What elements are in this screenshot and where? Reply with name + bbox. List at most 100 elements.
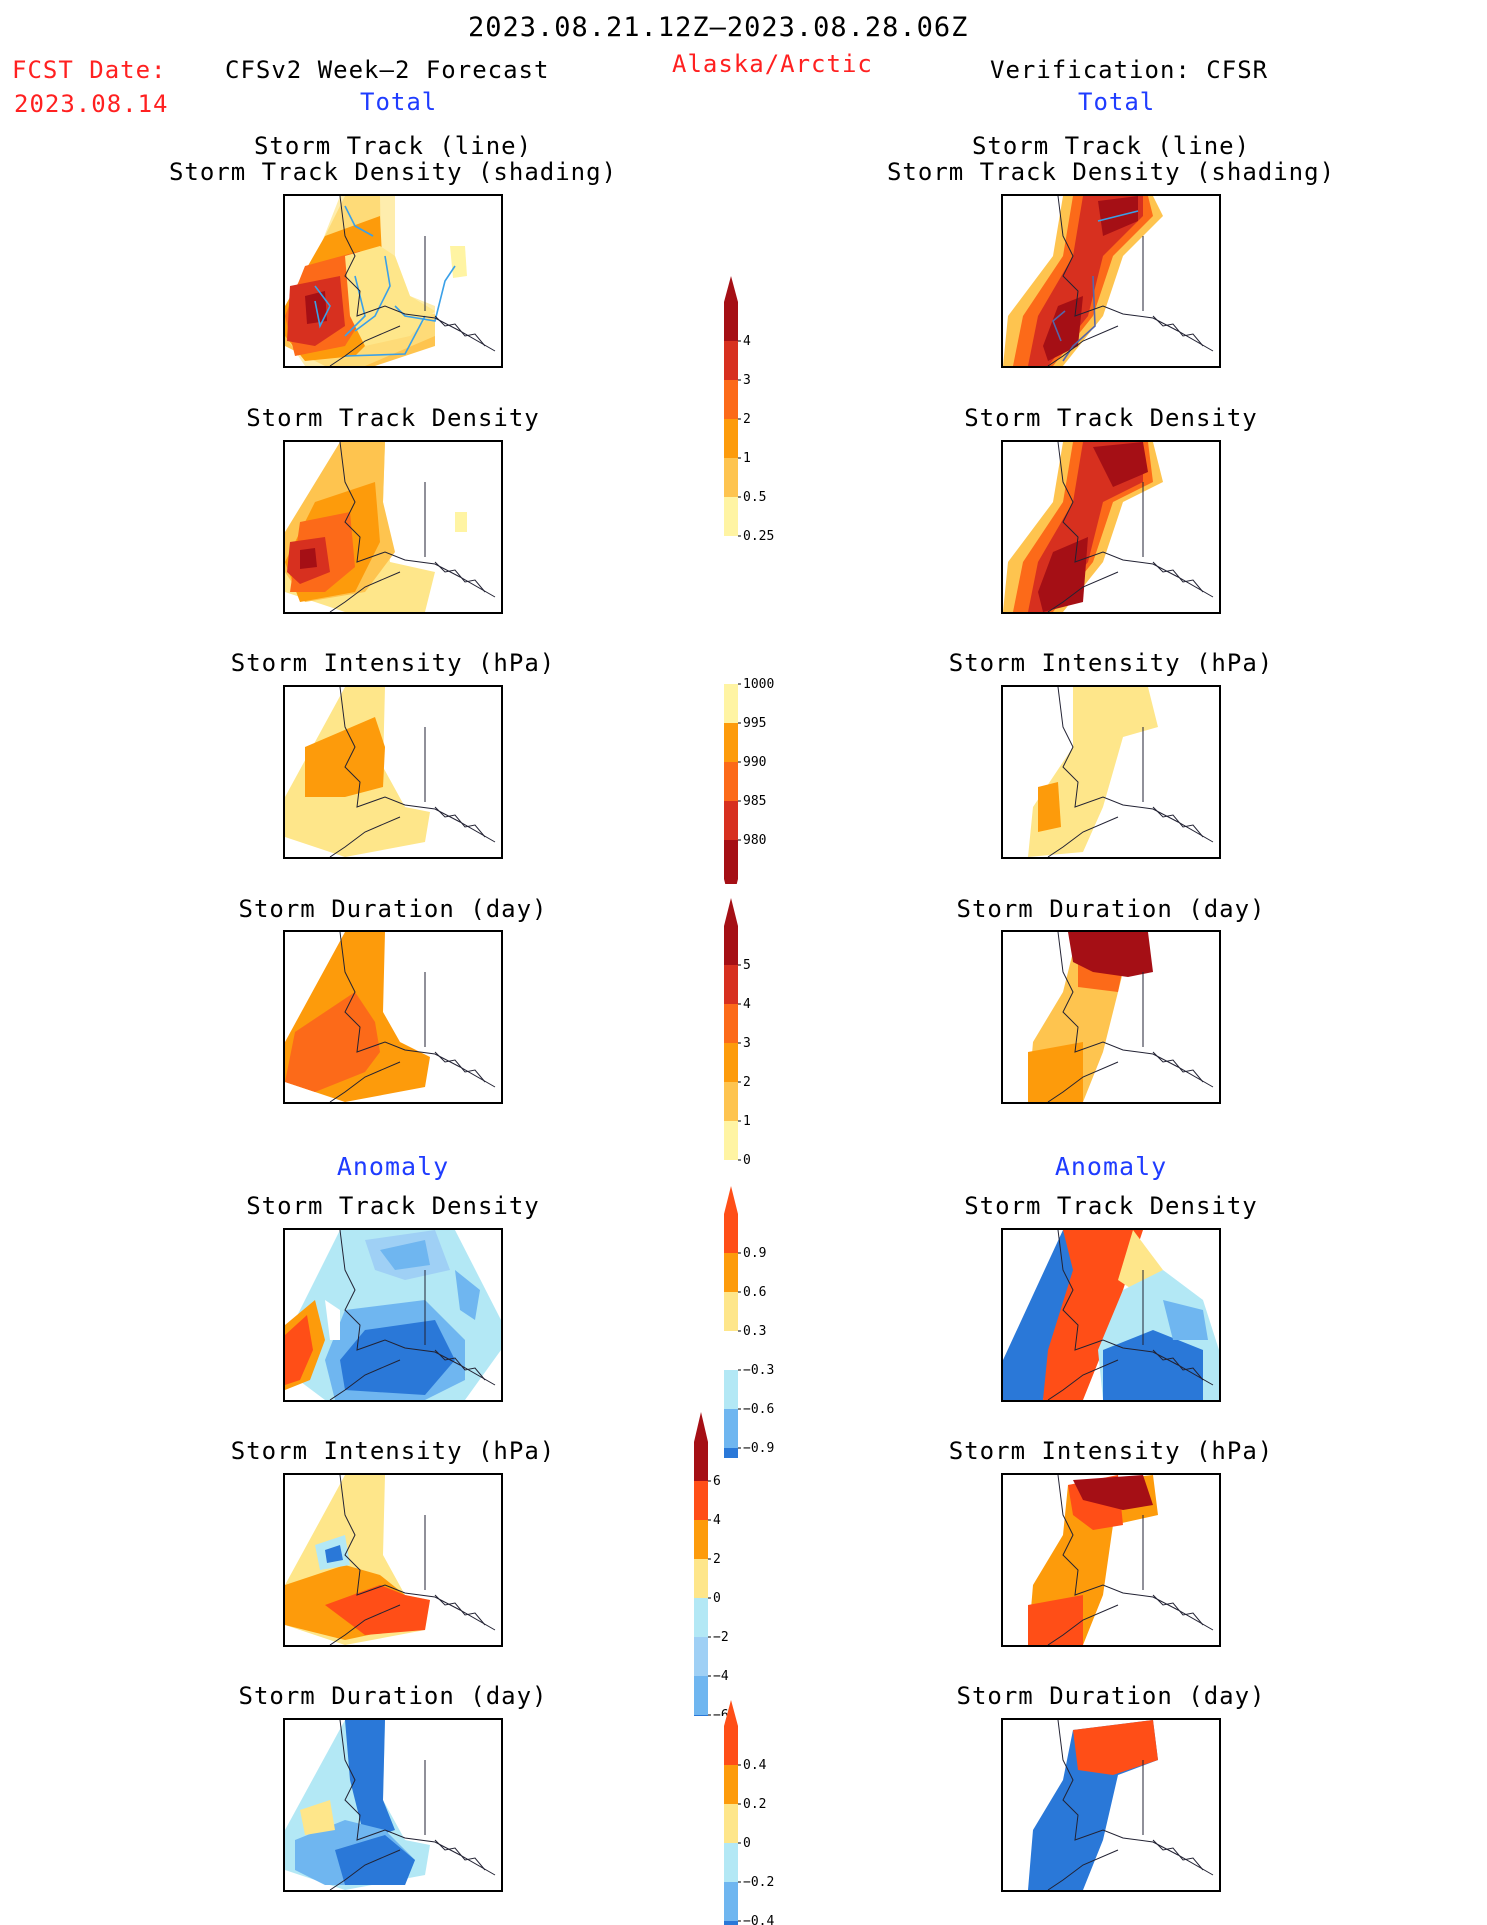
left-anom-duration-title: Storm Duration (day) xyxy=(238,1682,548,1710)
map-left-anom-intensity xyxy=(283,1473,503,1647)
colorbar-tick-label: −4 xyxy=(713,1669,729,1684)
map-right-anom-density xyxy=(1001,1228,1221,1402)
colorbar-tick-label: 0 xyxy=(713,1591,721,1606)
colorbar-bottom-arrow xyxy=(724,879,738,884)
colorbar-top-arrow xyxy=(694,1412,708,1442)
colorbar-segment xyxy=(694,1559,708,1598)
colorbar-segment xyxy=(724,1448,738,1458)
colorbar-intensity: 1000 995 990 985 980 xyxy=(724,656,774,884)
colorbar-tick-label: 4 xyxy=(743,334,751,349)
colorbar-tick-label: 995 xyxy=(743,716,766,731)
colorbar-segment xyxy=(694,1676,708,1715)
colorbar-bottom-arrow xyxy=(724,1160,738,1170)
colorbar-bottom-arrow xyxy=(724,536,738,548)
right-intensity-title: Storm Intensity (hPa) xyxy=(948,649,1274,677)
colorbar-segment xyxy=(694,1520,708,1559)
colorbar-segment xyxy=(724,840,738,879)
colorbar-tick-label: 2 xyxy=(743,412,751,427)
date-range-title: 2023.08.21.12Z–2023.08.28.06Z xyxy=(468,12,969,43)
colorbar-segment xyxy=(724,341,738,380)
map-right-track xyxy=(1001,194,1221,368)
colorbar-segment xyxy=(724,1843,738,1882)
colorbar-anom-density: 0.9 0.6 0.3 −0.3 −0.6 −0.9 xyxy=(724,1186,774,1458)
colorbar-segment xyxy=(724,1804,738,1843)
fcst-date-value: 2023.08.14 xyxy=(14,90,169,118)
colorbar-tick-label: 2 xyxy=(743,1075,751,1090)
map-left-duration xyxy=(283,930,503,1104)
colorbar-segment xyxy=(724,1765,738,1804)
map-right-density xyxy=(1001,440,1221,614)
colorbar-segment xyxy=(724,684,738,723)
map-left-density xyxy=(283,440,503,614)
right-duration-title: Storm Duration (day) xyxy=(956,895,1266,923)
left-track-title: Storm Track (line) Storm Track Density (… xyxy=(133,133,653,185)
colorbar-tick-label: 5 xyxy=(743,958,751,973)
colorbar-top-arrow xyxy=(724,898,738,926)
colorbar-tick-label: 990 xyxy=(743,755,766,770)
left-anom-density-title: Storm Track Density xyxy=(246,1192,540,1220)
colorbar-segment xyxy=(724,1121,738,1160)
right-track-title: Storm Track (line) Storm Track Density (… xyxy=(851,133,1371,185)
colorbar-segment xyxy=(724,1043,738,1082)
map-left-anom-density xyxy=(283,1228,503,1402)
colorbar-top-arrow xyxy=(724,1186,738,1214)
colorbar-tick-label: 3 xyxy=(743,1036,751,1051)
colorbar-segment xyxy=(724,926,738,965)
colorbar-tick-label: −0.6 xyxy=(743,1402,774,1417)
colorbar-segment xyxy=(724,801,738,840)
colorbar-tick-label: 985 xyxy=(743,794,766,809)
colorbar-segment xyxy=(694,1715,708,1716)
colorbar-tick-label: 6 xyxy=(713,1474,721,1489)
colorbar-tick-label: −0.9 xyxy=(743,1441,774,1456)
colorbar-top-arrow xyxy=(724,1700,738,1726)
colorbar-segment xyxy=(724,302,738,341)
right-track-line-title: Storm Track (line) xyxy=(971,132,1251,160)
map-right-intensity xyxy=(1001,685,1221,859)
map-left-intensity xyxy=(283,685,503,859)
colorbar-segment xyxy=(724,1253,738,1292)
map-right-anom-duration xyxy=(1001,1718,1221,1892)
colorbar-segment xyxy=(724,1370,738,1409)
colorbar-segment xyxy=(724,1726,738,1765)
colorbar-segment xyxy=(694,1598,708,1637)
colorbar-tick-label: 1000 xyxy=(743,677,774,692)
left-intensity-title: Storm Intensity (hPa) xyxy=(230,649,556,677)
colorbar-segment xyxy=(724,1082,738,1121)
colorbar-segment xyxy=(724,1921,738,1925)
map-right-duration xyxy=(1001,930,1221,1104)
colorbar-segment xyxy=(694,1442,708,1481)
verification-title: Verification: CFSR xyxy=(990,56,1269,84)
colorbar-tick-label: 1 xyxy=(743,451,751,466)
colorbar-anom-intensity: 6 4 2 0 −2 −4 −6 xyxy=(694,1412,729,1716)
forecast-title: CFSv2 Week–2 Forecast xyxy=(225,56,550,84)
colorbar-tick-label: −0.2 xyxy=(743,1875,774,1890)
colorbar-segment xyxy=(724,497,738,536)
map-left-anom-duration xyxy=(283,1718,503,1892)
right-anom-duration-title: Storm Duration (day) xyxy=(956,1682,1266,1710)
colorbar-tick-label: 0.6 xyxy=(743,1285,766,1300)
colorbar-anom-duration: 0.4 0.2 0 −0.2 −0.4 xyxy=(724,1700,774,1925)
right-anom-density-title: Storm Track Density xyxy=(964,1192,1258,1220)
colorbar-duration: 5 4 3 2 1 0 xyxy=(724,898,751,1170)
colorbar-tick-label: 0.4 xyxy=(743,1758,767,1773)
colorbar-tick-label: −6 xyxy=(713,1708,729,1716)
colorbar-segment xyxy=(694,1637,708,1676)
colorbar-density: 4 3 2 1 0.5 0.25 xyxy=(724,276,774,548)
colorbar-tick-label: 4 xyxy=(713,1513,721,1528)
colorbar-tick-label: 0.5 xyxy=(743,490,766,505)
region-title: Alaska/Arctic xyxy=(672,50,873,78)
colorbar-tick-label: 0 xyxy=(743,1153,751,1168)
colorbar-segment xyxy=(724,458,738,497)
colorbar-segment xyxy=(724,380,738,419)
colorbar-segment xyxy=(724,1004,738,1043)
colorbar-segment xyxy=(694,1481,708,1520)
colorbar-tick-label: 0.25 xyxy=(743,529,774,544)
colorbar-segment xyxy=(724,1214,738,1253)
map-right-anom-intensity xyxy=(1001,1473,1221,1647)
colorbar-tick-label: 0 xyxy=(743,1836,751,1851)
colorbar-top-arrow xyxy=(724,656,738,684)
colorbar-tick-label: 4 xyxy=(743,997,751,1012)
colorbar-tick-label: 2 xyxy=(713,1552,721,1567)
right-density-title: Storm Track Density xyxy=(964,404,1258,432)
colorbar-tick-label: 0.9 xyxy=(743,1246,766,1261)
